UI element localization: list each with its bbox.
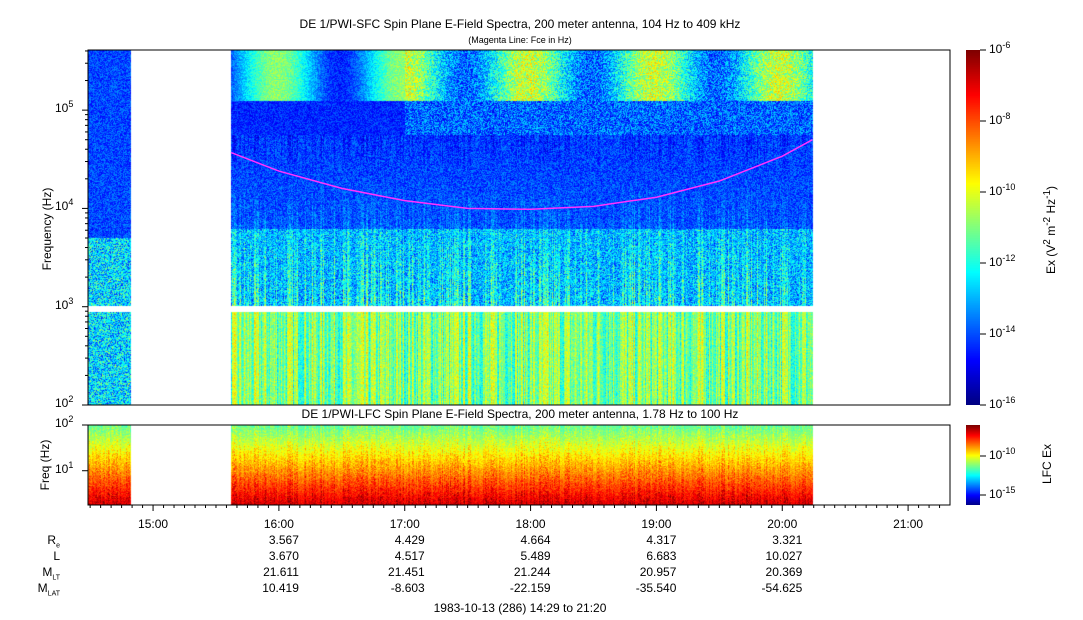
y-tick-label: 101	[55, 459, 74, 476]
ephemeris-value: 21.451	[388, 565, 425, 579]
ephemeris-value: 21.611	[263, 565, 299, 579]
y-tick-label: 105	[55, 99, 74, 116]
y-tick-label: 102	[55, 394, 74, 410]
ephemeris-label: MLAT	[37, 581, 60, 598]
colorbar-tick-label: 10-10	[989, 446, 1016, 462]
lfc-frame	[87, 424, 951, 506]
colorbar-tick-label: 10-14	[989, 324, 1016, 340]
ephemeris-value: 4.517	[394, 549, 425, 563]
ephemeris-label: MLT	[42, 565, 60, 582]
x-tick-label: 16:00	[263, 517, 294, 531]
sfc-frame	[87, 49, 951, 406]
x-tick-label: 21:00	[893, 517, 924, 531]
sfc-subtitle: (Magenta Line: Fce in Hz)	[468, 35, 572, 45]
y-tick-label: 102	[55, 414, 74, 430]
x-tick-label: 18:00	[515, 517, 546, 531]
lfc-title: DE 1/PWI-LFC Spin Plane E-Field Spectra,…	[301, 407, 739, 421]
lfc-colorbar-label: LFC Ex	[1040, 444, 1054, 485]
ephemeris-value: 20.369	[765, 565, 803, 579]
ephemeris-value: 10.419	[262, 581, 299, 595]
ephemeris-value: 20.957	[639, 565, 677, 579]
colorbar-tick-label: 10-8	[989, 111, 1011, 127]
ephemeris-value: 5.489	[520, 549, 551, 563]
ephemeris-value: 10.027	[765, 549, 803, 563]
sfc-title: DE 1/PWI-SFC Spin Plane E-Field Spectra,…	[299, 17, 741, 31]
ephemeris-value: -54.625	[761, 581, 803, 595]
lfc-spectrogram	[88, 425, 950, 505]
colorbar-tick-label: 10-15	[989, 485, 1016, 501]
ephemeris-value: 4.429	[394, 533, 425, 547]
colorbar-tick-label: 10-10	[989, 182, 1016, 198]
sfc-spectrogram	[88, 50, 950, 405]
colorbar-tick-label: 10-6	[989, 40, 1011, 56]
ephemeris-value: 4.664	[520, 533, 551, 547]
lfc-colorbar	[966, 425, 980, 505]
ephemeris-value: 3.567	[268, 533, 299, 547]
ephemeris-value: 4.317	[646, 533, 677, 547]
colorbar-tick-label: 10-12	[989, 253, 1016, 269]
ephemeris-value: 3.670	[268, 549, 299, 563]
ephemeris-value: 6.683	[646, 549, 677, 563]
ephemeris-value: -22.159	[509, 581, 551, 595]
colorbar-tick-label: 10-16	[989, 395, 1016, 411]
ephemeris-value: -35.540	[635, 581, 677, 595]
sfc-colorbar	[966, 50, 980, 405]
ephemeris-value: 21.244	[513, 565, 551, 579]
x-tick-label: 19:00	[641, 517, 672, 531]
colorbar-label: Ex (V2 m-2 Hz-1)	[1042, 185, 1058, 275]
ephemeris-label: L	[53, 549, 60, 563]
y-tick-label: 103	[55, 295, 74, 312]
x-tick-label: 15:00	[138, 517, 169, 531]
fce-line	[230, 139, 813, 211]
ephemeris-label: Re	[47, 533, 60, 550]
ephemeris-value: 3.321	[772, 533, 803, 547]
ephemeris-value: -8.603	[390, 581, 425, 595]
x-tick-label: 20:00	[767, 517, 798, 531]
x-tick-label: 17:00	[389, 517, 420, 531]
y-tick-label: 104	[55, 197, 74, 214]
footer-date: 1983-10-13 (286) 14:29 to 21:20	[433, 601, 607, 615]
